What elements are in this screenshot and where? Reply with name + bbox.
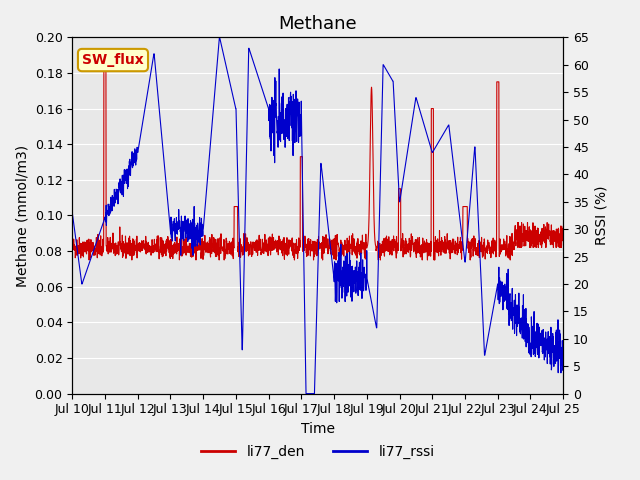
li77_den [342,249,350,254]
li77_den [85,257,93,263]
Legend: li77_den, li77_rssi: li77_den, li77_rssi [195,440,440,465]
Y-axis label: RSSI (%): RSSI (%) [595,186,609,245]
li77_den [559,224,567,229]
Line: li77_den: li77_den [72,64,563,260]
li77_rssi [342,277,350,283]
li77_rssi [516,317,524,323]
li77_den [100,61,108,67]
li77_rssi [332,291,340,297]
li77_rssi [302,391,310,396]
Line: li77_rssi: li77_rssi [72,37,563,394]
li77_rssi [68,210,76,216]
li77_den [332,246,340,252]
li77_den [460,204,468,209]
li77_den [516,244,524,250]
li77_rssi [216,35,223,40]
li77_den [206,242,214,248]
li77_rssi [460,253,468,259]
Text: SW_flux: SW_flux [82,53,144,67]
Y-axis label: Methane (mmol/m3): Methane (mmol/m3) [15,144,29,287]
li77_rssi [205,156,213,162]
li77_den [68,242,76,248]
li77_den [530,240,538,246]
X-axis label: Time: Time [301,422,335,436]
li77_rssi [559,344,567,349]
li77_rssi [530,323,538,329]
Title: Methane: Methane [278,15,357,33]
